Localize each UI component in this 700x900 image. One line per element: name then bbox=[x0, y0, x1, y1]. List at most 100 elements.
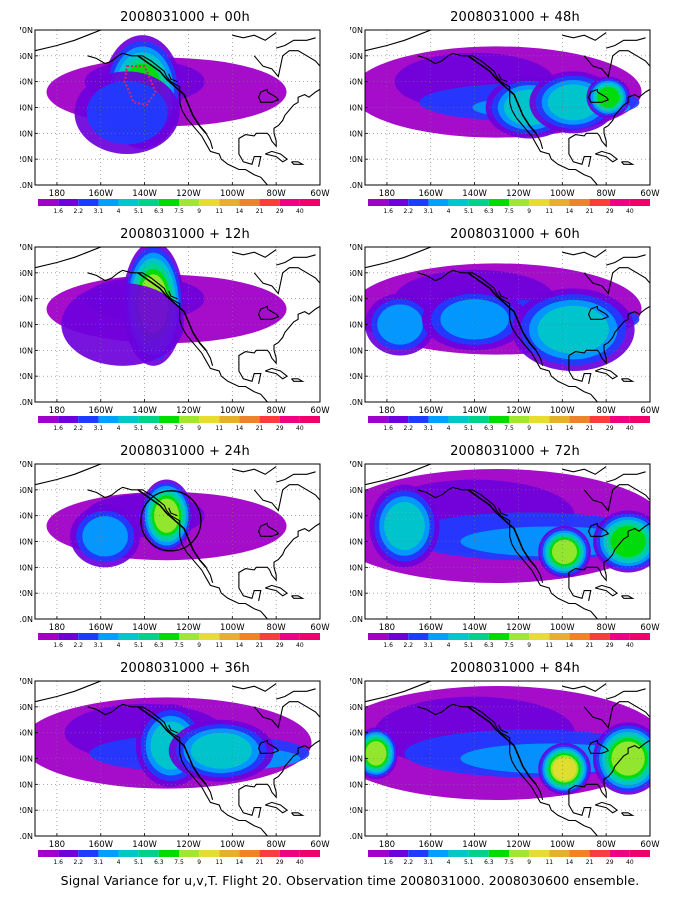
panel-title: 2008031000 + 24h bbox=[120, 444, 250, 459]
colorbar-label: 2.2 bbox=[74, 642, 84, 649]
colorbar-segment bbox=[448, 416, 469, 423]
y-tick-label: 70N bbox=[350, 460, 363, 469]
colorbar-segment bbox=[38, 850, 59, 857]
y-tick-label: 60N bbox=[350, 52, 363, 61]
colorbar-segment bbox=[509, 199, 530, 206]
y-tick-label: 70N bbox=[350, 677, 363, 686]
colorbar-segment bbox=[569, 850, 590, 857]
colorbar-label: 29 bbox=[606, 859, 614, 866]
colorbar-label: 9 bbox=[527, 859, 531, 866]
colorbar-segment bbox=[158, 850, 179, 857]
coastline bbox=[594, 584, 619, 597]
colorbar-segment bbox=[529, 633, 550, 640]
colorbar-label: 7.5 bbox=[174, 208, 184, 215]
variance-maximum bbox=[61, 283, 185, 366]
coastline bbox=[594, 801, 619, 814]
coastline bbox=[498, 290, 508, 300]
x-tick-label: 80W bbox=[597, 189, 617, 199]
y-tick-label: 40N bbox=[350, 755, 363, 764]
colorbar-segment bbox=[199, 850, 220, 857]
colorbar-segment bbox=[569, 199, 590, 206]
coastline bbox=[562, 249, 607, 258]
x-tick-label: 160W bbox=[88, 406, 113, 416]
colorbar-label: 40 bbox=[626, 208, 634, 215]
colorbar-label: 5.1 bbox=[134, 425, 144, 432]
y-tick-label: 10N bbox=[20, 398, 33, 407]
coastlines bbox=[35, 464, 320, 619]
y-tick-label: 10N bbox=[20, 181, 33, 190]
coastline bbox=[588, 305, 610, 320]
colorbar-label: 1.6 bbox=[53, 859, 63, 866]
colorbar-label: 4 bbox=[117, 208, 121, 215]
y-tick-label: 70N bbox=[350, 26, 363, 35]
y-tick-label: 50N bbox=[20, 512, 33, 521]
y-tick-label: 10N bbox=[350, 181, 363, 190]
map-svg: 10N 20N 30N 40N 50N 60N 70N 180 160W 140W 120W 100W… bbox=[350, 26, 660, 215]
colorbar-label: 21 bbox=[256, 859, 264, 866]
colorbar-label: 11 bbox=[215, 425, 223, 432]
colorbar-segment bbox=[569, 633, 590, 640]
x-tick-label: 100W bbox=[550, 406, 575, 416]
dark-ridge-line bbox=[467, 706, 537, 785]
map-panel-p84: 2008031000 + 84h 10N 20N 30N 40N 50N 60N 70N 180… bbox=[350, 661, 680, 876]
colorbar-segment bbox=[299, 199, 320, 206]
colorbar-label: 5.1 bbox=[134, 208, 144, 215]
coastline bbox=[417, 269, 598, 402]
variance-field bbox=[35, 697, 312, 789]
colorbar-segment bbox=[98, 199, 119, 206]
colorbar-label: 11 bbox=[545, 208, 553, 215]
colorbar-label: 11 bbox=[215, 208, 223, 215]
colorbar-segment bbox=[98, 633, 119, 640]
x-tick-label: 140W bbox=[132, 189, 157, 199]
colorbar-segment bbox=[509, 633, 530, 640]
colorbar-label: 6.3 bbox=[154, 208, 164, 215]
colorbar-segment bbox=[408, 633, 429, 640]
colorbar-segment bbox=[408, 850, 429, 857]
x-tick-label: 120W bbox=[506, 623, 531, 633]
coastline bbox=[168, 724, 178, 734]
colorbar-segment bbox=[428, 416, 449, 423]
colorbar-label: 1.6 bbox=[53, 642, 63, 649]
coastline bbox=[588, 88, 610, 103]
y-tick-label: 20N bbox=[20, 806, 33, 815]
coastline bbox=[606, 688, 646, 700]
colorbar-label: 6.3 bbox=[154, 642, 164, 649]
y-tick-label: 40N bbox=[350, 104, 363, 113]
colorbar-label: 6.3 bbox=[154, 859, 164, 866]
colorbar-segment bbox=[78, 633, 99, 640]
y-tick-label: 40N bbox=[20, 321, 33, 330]
colorbar-label: 7.5 bbox=[174, 859, 184, 866]
dark-ridge-line bbox=[467, 489, 537, 568]
colorbar-label: 7.5 bbox=[174, 425, 184, 432]
x-tick-label: 100W bbox=[550, 189, 575, 199]
colorbar-label: 21 bbox=[586, 642, 594, 649]
colorbar-label: 3.1 bbox=[424, 425, 434, 432]
colorbar-label: 40 bbox=[296, 208, 304, 215]
colorbar-segment bbox=[239, 633, 260, 640]
x-tick-label: 160W bbox=[88, 623, 113, 633]
colorbar-segment bbox=[58, 633, 79, 640]
colorbar-segment bbox=[589, 850, 610, 857]
colorbar-label: 21 bbox=[256, 642, 264, 649]
coastline bbox=[238, 143, 262, 168]
coastline bbox=[568, 143, 592, 168]
coastline bbox=[562, 683, 607, 692]
coastlines bbox=[365, 681, 650, 836]
target-region-box bbox=[123, 65, 157, 107]
colorbar-label: 9 bbox=[197, 208, 201, 215]
colorbar-label: 5.1 bbox=[464, 208, 474, 215]
y-tick-label: 70N bbox=[20, 677, 33, 686]
coastline bbox=[276, 471, 316, 483]
colorbar-segment bbox=[279, 416, 300, 423]
colorbar-segment bbox=[138, 416, 159, 423]
colorbar-label: 14 bbox=[566, 859, 574, 866]
x-tick-label: 120W bbox=[176, 406, 201, 416]
x-tick-label: 140W bbox=[462, 840, 487, 850]
coastline bbox=[606, 37, 646, 49]
dark-ridge-line bbox=[137, 272, 207, 351]
colorbar-label: 29 bbox=[276, 208, 284, 215]
map-svg: 10N 20N 30N 40N 50N 60N 70N 180 160W 140W 120W 100W… bbox=[350, 460, 660, 649]
coastline bbox=[238, 577, 262, 602]
coastline bbox=[621, 378, 635, 382]
colorbar-segment bbox=[609, 850, 630, 857]
